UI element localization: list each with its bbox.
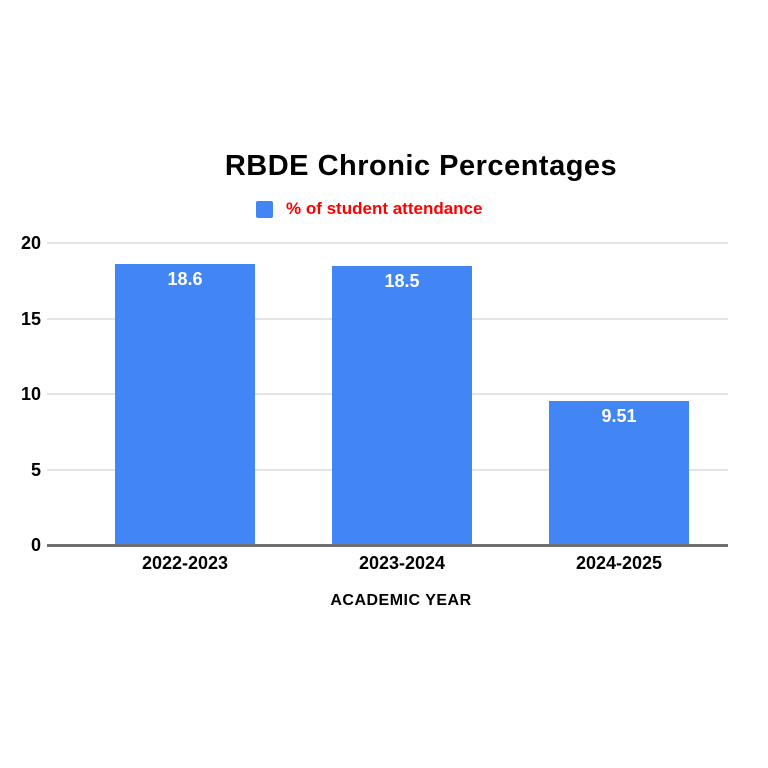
gridline <box>47 242 728 244</box>
y-axis-tick-label: 0 <box>30 535 41 555</box>
y-axis-tick-label: 5 <box>30 459 41 480</box>
chart-title: RBDE Chronic Percentages <box>224 150 618 182</box>
y-axis-tick-label: 20 <box>20 233 41 253</box>
bar-value-label: 18.6 <box>167 269 203 290</box>
chart-legend: % of student attendance <box>256 199 482 219</box>
legend-label: % of student attendance <box>286 199 483 218</box>
x-axis-tick-label: 2022-2023 <box>141 553 229 573</box>
legend-swatch-icon <box>256 200 273 218</box>
bar-value-label: 9.51 <box>601 406 637 427</box>
bar-value-label: 18.5 <box>384 270 420 291</box>
y-axis-tick-label: 15 <box>20 308 41 329</box>
bar <box>115 264 255 544</box>
x-axis-tick-label: 2024-2025 <box>575 553 663 573</box>
x-axis-line <box>47 544 728 547</box>
bar <box>332 265 472 544</box>
x-axis-tick-label: 2023-2024 <box>358 553 446 573</box>
y-axis-tick-label: 10 <box>20 384 41 404</box>
x-axis-title: ACADEMIC YEAR <box>330 592 472 609</box>
bar <box>549 401 689 544</box>
